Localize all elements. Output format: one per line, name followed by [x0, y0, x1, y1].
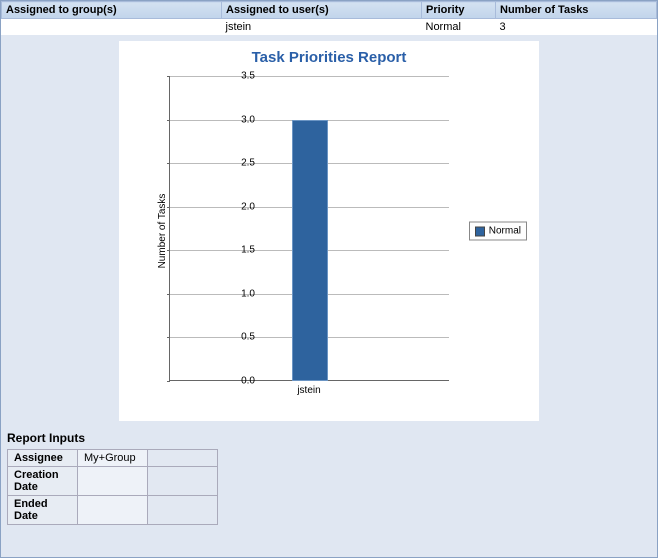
y-tick [167, 294, 170, 295]
table-cell: Normal [422, 19, 496, 36]
inputs-value [78, 496, 148, 525]
table-cell [2, 19, 222, 36]
y-tick-label: 0.0 [241, 376, 255, 387]
bar [292, 120, 328, 381]
inputs-label: Assignee [8, 450, 78, 467]
inputs-value [78, 467, 148, 496]
chart-legend: Normal [469, 222, 527, 241]
table-cell: 3 [496, 19, 657, 36]
tasks-table: Assigned to group(s)Assigned to user(s)P… [1, 1, 657, 35]
inputs-row: AssigneeMy+Group [8, 450, 218, 467]
y-tick-label: 0.5 [241, 332, 255, 343]
y-tick-label: 3.5 [241, 71, 255, 82]
y-tick-label: 1.5 [241, 245, 255, 256]
inputs-value: My+Group [78, 450, 148, 467]
y-axis-title: Number of Tasks [157, 194, 168, 269]
inputs-label: Ended Date [8, 496, 78, 525]
inputs-value [148, 467, 218, 496]
chart-container: Task Priorities Report Number of Tasks N… [1, 35, 657, 421]
plot-area [169, 76, 449, 381]
inputs-row: Creation Date [8, 467, 218, 496]
inputs-row: Ended Date [8, 496, 218, 525]
col-header: Priority [422, 2, 496, 19]
y-tick [167, 207, 170, 208]
report-inputs-title: Report Inputs [1, 421, 657, 449]
inputs-value [148, 450, 218, 467]
inputs-value [148, 496, 218, 525]
y-tick [167, 76, 170, 77]
y-tick-label: 2.0 [241, 201, 255, 212]
y-tick [167, 250, 170, 251]
chart-box: Task Priorities Report Number of Tasks N… [119, 41, 539, 421]
legend-label: Normal [489, 226, 521, 237]
col-header: Number of Tasks [496, 2, 657, 19]
report-inputs-table: AssigneeMy+GroupCreation DateEnded Date [7, 449, 218, 525]
y-tick [167, 381, 170, 382]
y-tick [167, 163, 170, 164]
legend-swatch [475, 226, 485, 236]
y-tick [167, 337, 170, 338]
table-row: jsteinNormal3 [2, 19, 657, 36]
inputs-label: Creation Date [8, 467, 78, 496]
col-header: Assigned to user(s) [222, 2, 422, 19]
y-tick [167, 120, 170, 121]
col-header: Assigned to group(s) [2, 2, 222, 19]
x-tick-label: jstein [297, 385, 320, 396]
table-cell: jstein [222, 19, 422, 36]
y-tick-label: 2.5 [241, 158, 255, 169]
gridline [170, 76, 449, 77]
y-tick-label: 3.0 [241, 114, 255, 125]
chart-title: Task Priorities Report [119, 41, 539, 66]
y-tick-label: 1.0 [241, 288, 255, 299]
